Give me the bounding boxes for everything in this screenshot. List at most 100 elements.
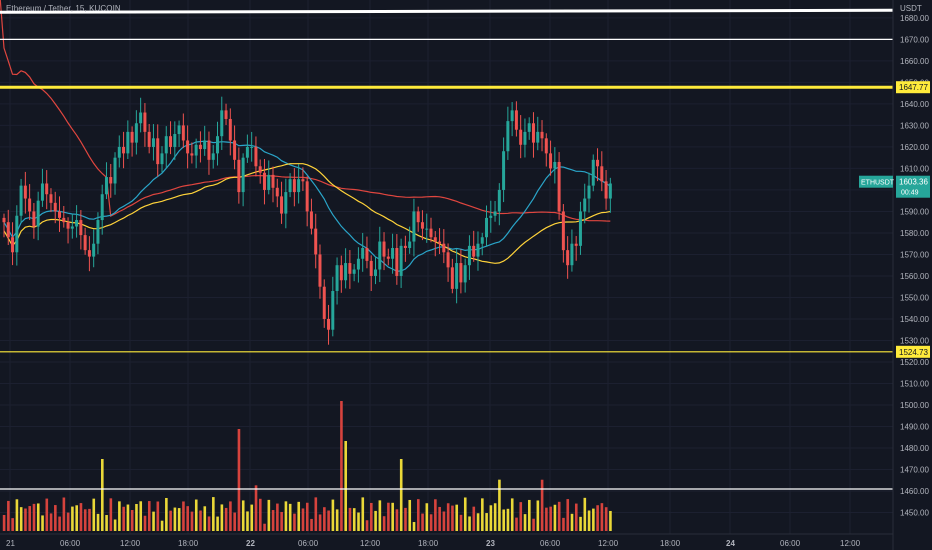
candle-body — [280, 196, 284, 214]
candle-body — [578, 211, 582, 246]
candle-body — [557, 161, 561, 212]
candle-body — [378, 241, 382, 270]
candle-body — [399, 245, 403, 276]
candle-body — [531, 123, 535, 143]
volume-bar — [382, 516, 386, 531]
volume-bar — [387, 502, 390, 531]
volume-bar — [2, 515, 6, 531]
time-tick-label: 12:00 — [360, 539, 381, 548]
volume-bar — [160, 520, 164, 531]
volume-bar — [229, 501, 232, 531]
volume-bar — [481, 498, 484, 531]
volume-bar — [250, 504, 254, 531]
candle-body — [258, 166, 262, 173]
volume-bar — [186, 506, 190, 531]
volume-bar — [280, 511, 283, 531]
candle-body — [391, 247, 395, 259]
candle-body — [96, 220, 100, 244]
candle-body — [19, 185, 23, 216]
candle-body — [203, 140, 207, 150]
volume-bar — [92, 498, 96, 531]
volume-bar — [587, 510, 591, 531]
candle-body — [408, 241, 412, 248]
candle-body — [245, 146, 249, 158]
candle-body — [536, 131, 540, 143]
candle-body — [49, 194, 53, 203]
candle-body — [361, 247, 365, 259]
candle-body — [403, 245, 407, 248]
candle-body — [207, 140, 211, 160]
volume-bar — [130, 510, 134, 531]
candle-body — [117, 146, 121, 158]
volume-bar — [297, 501, 301, 531]
volume-bar — [340, 401, 343, 531]
volume-bar — [318, 514, 322, 531]
volume-bar — [604, 507, 608, 531]
price-tick-label: 1590.00 — [900, 207, 929, 216]
volume-bar — [88, 508, 91, 531]
candle-body — [104, 177, 108, 195]
volume-bar — [118, 501, 121, 531]
volume-bar — [557, 501, 561, 531]
candle-body — [438, 241, 442, 244]
candle-body — [11, 237, 15, 253]
candle-body — [339, 265, 343, 281]
candle-body — [122, 146, 126, 154]
volume-bar — [506, 508, 510, 531]
candle-body — [446, 252, 450, 268]
volume-bar — [143, 515, 147, 531]
candle-body — [75, 220, 79, 227]
candle-body — [143, 112, 147, 132]
candle-body — [459, 263, 463, 283]
candle-body — [147, 131, 151, 147]
price-tick-label: 1560.00 — [900, 272, 929, 281]
time-tick-label: 06:00 — [540, 539, 561, 548]
candle-body — [544, 138, 548, 154]
candle-body — [250, 146, 254, 148]
candle-body — [566, 250, 570, 266]
candle-body — [126, 131, 130, 154]
last-price-name: ETHUSDT — [861, 180, 895, 187]
volume-bar — [361, 497, 365, 531]
volume-bar — [596, 505, 599, 531]
volume-bar — [207, 516, 211, 531]
last-price-tag — [896, 175, 930, 198]
horizontal-level-line — [0, 8, 894, 14]
candle-body — [472, 245, 476, 257]
volume-bar — [267, 499, 271, 531]
volume-bar — [75, 505, 78, 531]
candle-body — [32, 211, 36, 227]
candle-body — [139, 112, 143, 124]
volume-bar — [510, 498, 514, 531]
volume-bar — [49, 513, 53, 531]
candle-body — [177, 125, 181, 135]
volume-bar — [357, 512, 360, 531]
price-tick-label: 1500.00 — [900, 401, 929, 410]
volume-bar — [288, 503, 292, 531]
volume-bar — [374, 510, 377, 531]
candle-body — [412, 211, 416, 242]
candle-body — [271, 174, 275, 188]
volume-bar — [54, 505, 57, 531]
candle-body — [523, 131, 527, 145]
candle-body — [344, 263, 348, 281]
symbol-title[interactable]: Ethereum / Tether, 15, KUCOIN — [6, 4, 121, 13]
candle-body — [70, 226, 74, 229]
volume-bar — [36, 503, 40, 531]
candle-body — [549, 153, 553, 169]
candle-body — [583, 198, 587, 212]
candle-body — [297, 179, 301, 193]
volume-bar — [335, 509, 339, 531]
volume-bar — [263, 523, 266, 531]
level-price-tag — [896, 81, 930, 94]
time-tick-label: 12:00 — [598, 539, 619, 548]
candle-body — [190, 153, 194, 156]
time-tick-label: 22 — [246, 539, 255, 548]
candle-body — [356, 258, 360, 270]
candle-body — [348, 263, 352, 274]
candle-body — [58, 211, 62, 218]
candle-body — [429, 228, 433, 238]
volume-bar — [190, 511, 194, 531]
volume-bar — [566, 499, 570, 531]
